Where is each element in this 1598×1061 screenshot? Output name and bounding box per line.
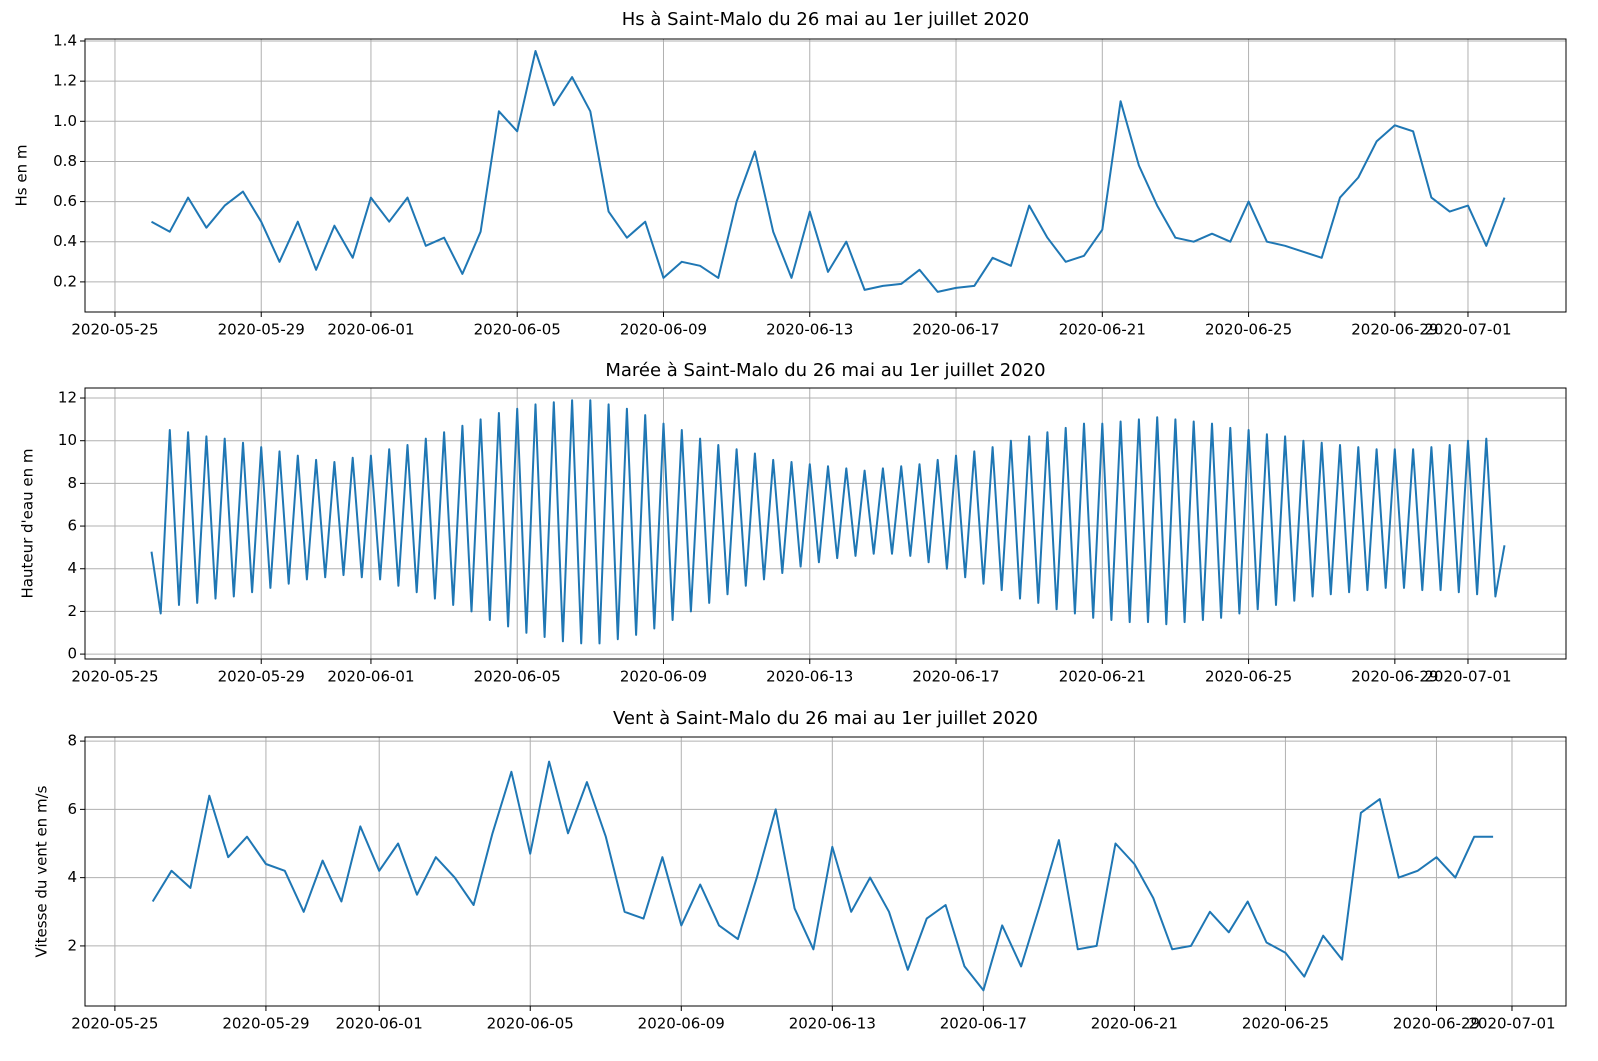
x-tick-label: 2020-06-09: [620, 321, 707, 339]
x-tick-label: 2020-05-25: [71, 1015, 158, 1033]
x-tick-label: 2020-06-13: [766, 321, 853, 339]
y-tick-label: 0.6: [53, 192, 77, 210]
chart-title: Vent à Saint-Malo du 26 mai au 1er juill…: [613, 708, 1038, 729]
y-axis-label: Hauteur d'eau en m: [19, 449, 37, 599]
data-line: [150, 399, 1506, 645]
x-tick-label: 2020-06-29: [1351, 321, 1438, 339]
x-tick-label: 2020-06-01: [327, 321, 414, 339]
y-tick-label: 8: [67, 474, 77, 492]
y-tick-label: 1.2: [53, 72, 77, 90]
x-tick-label: 2020-07-01: [1468, 1015, 1555, 1033]
x-tick-label: 2020-06-25: [1205, 321, 1292, 339]
x-tick-label: 2020-06-01: [336, 1015, 423, 1033]
y-tick-label: 8: [67, 732, 77, 750]
y-tick-label: 0.2: [53, 272, 77, 290]
axes-frame: [84, 38, 1567, 313]
y-tick-label: 0.8: [53, 152, 77, 170]
x-tick-label: 2020-06-21: [1059, 321, 1146, 339]
y-tick-label: 2: [67, 936, 77, 954]
y-tick-label: 4: [67, 559, 77, 577]
x-tick-label: 2020-06-25: [1242, 1015, 1329, 1033]
x-tick-label: 2020-06-05: [474, 321, 561, 339]
x-tick-label: 2020-06-21: [1091, 1015, 1178, 1033]
y-tick-label: 0: [67, 645, 77, 663]
x-tick-label: 2020-06-25: [1205, 668, 1292, 686]
x-tick-label: 2020-05-29: [218, 321, 305, 339]
x-tick-label: 2020-05-29: [218, 668, 305, 686]
y-tick-label: 6: [67, 800, 77, 818]
data-line: [151, 50, 1506, 293]
y-axis-label: Vitesse du vent en m/s: [33, 785, 51, 957]
x-tick-label: 2020-06-05: [487, 1015, 574, 1033]
axes-frame: [84, 387, 1567, 660]
y-tick-label: 12: [58, 389, 77, 407]
x-tick-label: 2020-06-17: [912, 321, 999, 339]
y-tick-label: 10: [58, 431, 77, 449]
x-tick-label: 2020-05-25: [71, 321, 158, 339]
data-line: [151, 760, 1494, 992]
x-tick-label: 2020-06-29: [1393, 1015, 1480, 1033]
x-tick-label: 2020-07-01: [1424, 668, 1511, 686]
x-tick-label: 2020-06-29: [1351, 668, 1438, 686]
y-tick-label: 0.4: [53, 232, 77, 250]
x-tick-label: 2020-06-13: [789, 1015, 876, 1033]
y-tick-label: 4: [67, 868, 77, 886]
x-tick-label: 2020-06-09: [620, 668, 707, 686]
y-tick-label: 1.4: [53, 32, 77, 50]
x-tick-label: 2020-05-29: [222, 1015, 309, 1033]
x-tick-label: 2020-06-01: [327, 668, 414, 686]
x-tick-label: 2020-06-21: [1059, 668, 1146, 686]
axes-frame: [84, 736, 1567, 1007]
x-tick-label: 2020-06-05: [474, 668, 561, 686]
x-tick-label: 2020-06-17: [912, 668, 999, 686]
chart-title: Marée à Saint-Malo du 26 mai au 1er juil…: [605, 360, 1045, 381]
x-tick-label: 2020-07-01: [1424, 321, 1511, 339]
x-tick-label: 2020-06-17: [940, 1015, 1027, 1033]
y-tick-label: 6: [67, 517, 77, 535]
chart-title: Hs à Saint-Malo du 26 mai au 1er juillet…: [622, 9, 1029, 30]
x-tick-label: 2020-06-13: [766, 668, 853, 686]
y-axis-label: Hs en m: [13, 145, 31, 207]
x-tick-label: 2020-06-09: [638, 1015, 725, 1033]
y-tick-label: 1.0: [53, 112, 77, 130]
y-tick-label: 2: [67, 602, 77, 620]
x-tick-label: 2020-05-25: [71, 668, 158, 686]
